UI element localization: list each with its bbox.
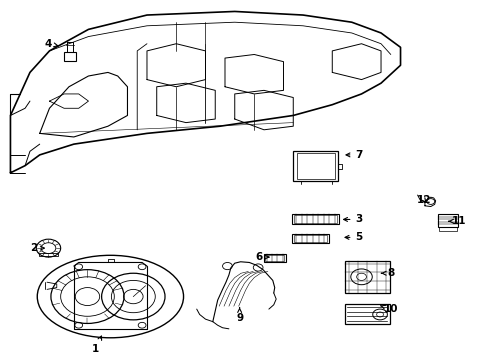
Text: 4: 4 [45, 39, 58, 49]
Bar [294, 215, 336, 223]
Bar [437, 214, 457, 227]
Bar [294, 235, 327, 242]
Text: 11: 11 [448, 216, 466, 226]
Text: 7: 7 [346, 150, 362, 160]
Text: 1: 1 [92, 336, 102, 354]
Bar [344, 261, 389, 293]
Text: 3: 3 [343, 215, 362, 224]
Bar [296, 153, 334, 179]
Text: 9: 9 [236, 307, 243, 323]
Text: 12: 12 [416, 195, 430, 205]
Bar [344, 305, 389, 324]
Text: 5: 5 [345, 232, 362, 242]
Text: 2: 2 [30, 243, 44, 253]
Bar [39, 253, 58, 256]
Text: 10: 10 [380, 304, 397, 314]
Bar [292, 214, 338, 224]
Bar [293, 151, 337, 181]
Bar [292, 234, 328, 243]
Bar [438, 227, 456, 231]
Text: 6: 6 [255, 252, 268, 262]
Bar [264, 254, 285, 262]
Bar [265, 255, 284, 261]
Bar [64, 52, 76, 60]
Text: 8: 8 [381, 268, 394, 278]
